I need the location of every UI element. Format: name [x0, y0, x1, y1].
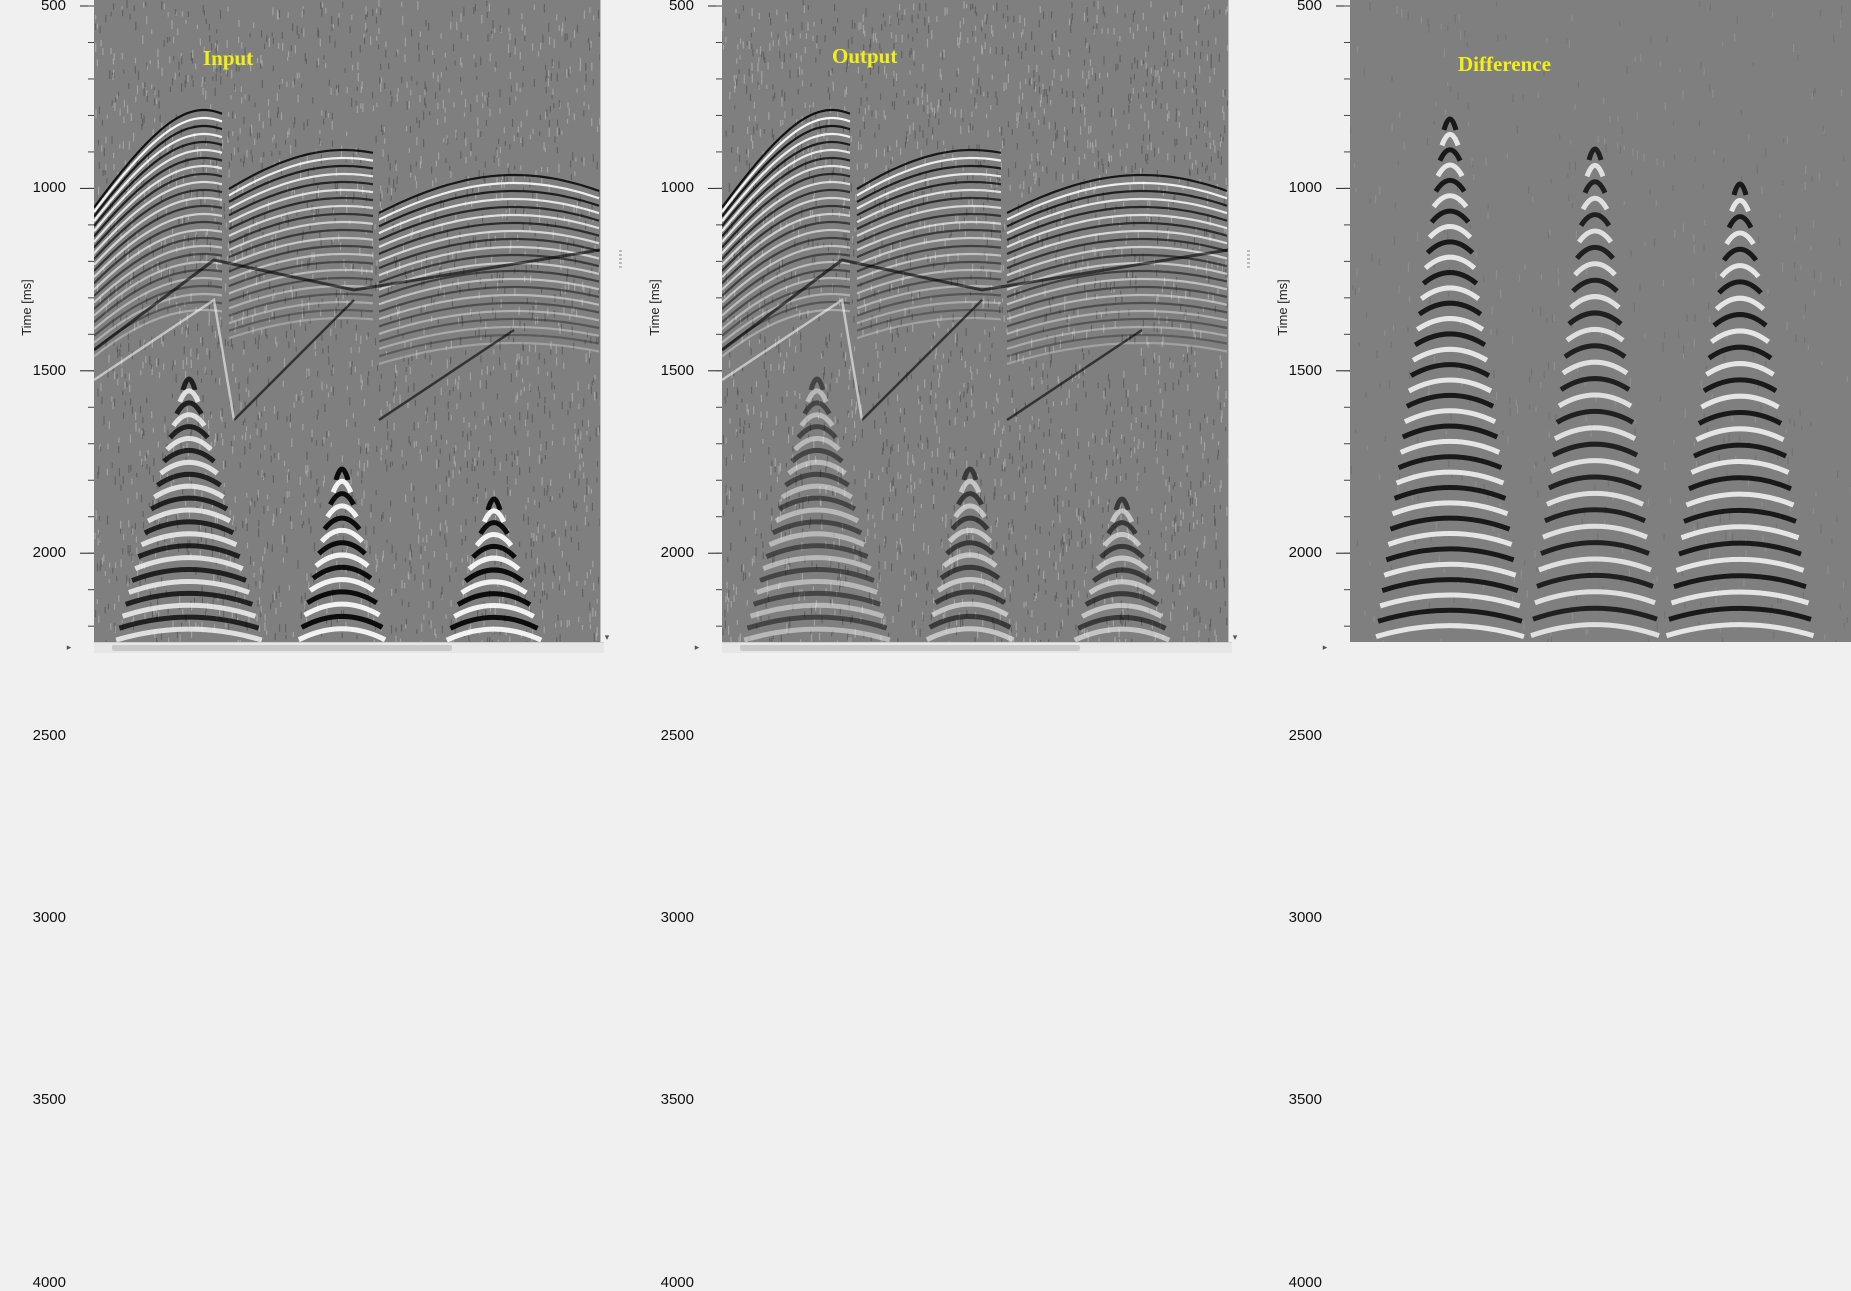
tick-marks [1256, 0, 1350, 652]
panel-title: Difference [1458, 52, 1551, 77]
tick-marks [628, 0, 722, 652]
tick-label: 3000 [1270, 909, 1322, 926]
seismic-plot-input[interactable]: Input [94, 0, 601, 642]
tick-label: 3500 [14, 1091, 66, 1108]
seismic-plot-difference[interactable]: Difference [1350, 0, 1851, 642]
triangle-right-icon[interactable]: ▸ [692, 642, 702, 652]
panel-splitter[interactable] [1242, 0, 1256, 652]
tick-label: 2500 [14, 727, 66, 744]
scroll-thumb[interactable] [740, 645, 1080, 651]
panel-title: Input [203, 46, 253, 71]
tick-label: 3500 [642, 1091, 694, 1108]
seismic-image-input [94, 0, 600, 642]
scroll-thumb[interactable] [112, 645, 452, 651]
triangle-down-icon[interactable]: ▾ [602, 632, 612, 642]
tick-label: 4000 [1270, 1274, 1322, 1291]
panel-title: Output [832, 44, 897, 69]
triangle-right-icon[interactable]: ▸ [64, 642, 74, 652]
tick-label: 4000 [642, 1274, 694, 1291]
panel-splitter[interactable] [614, 0, 628, 652]
triangle-down-icon[interactable]: ▾ [1230, 632, 1240, 642]
triangle-right-icon[interactable]: ▸ [1320, 642, 1330, 652]
horizontal-scrollbar[interactable] [722, 642, 1232, 653]
tick-label: 3500 [1270, 1091, 1322, 1108]
tick-label: 2500 [1270, 727, 1322, 744]
splitter-grip[interactable] [1247, 250, 1250, 270]
tick-label: 3000 [642, 909, 694, 926]
tick-label: 3000 [14, 909, 66, 926]
seismic-image-output [722, 0, 1228, 642]
tick-label: 4000 [14, 1274, 66, 1291]
seismic-image-difference [1350, 0, 1851, 642]
horizontal-scrollbar[interactable] [94, 642, 604, 653]
splitter-grip[interactable] [619, 250, 622, 270]
tick-label: 2500 [642, 727, 694, 744]
seismic-plot-output[interactable]: Output [722, 0, 1229, 642]
tick-marks [0, 0, 94, 652]
